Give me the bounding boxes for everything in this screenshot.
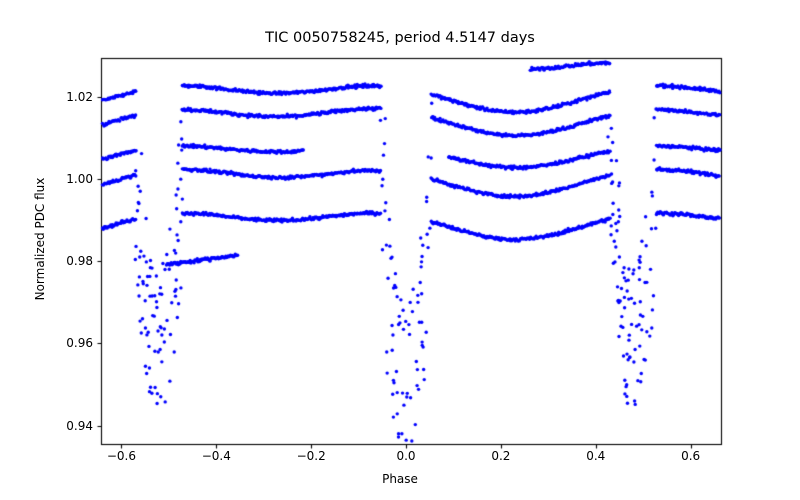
x-tick-label: 0.4 [586, 449, 606, 463]
x-tick-label: 0.0 [396, 449, 416, 463]
x-tick-label: −0.4 [201, 449, 231, 463]
y-tick-label: 0.96 [66, 336, 93, 351]
y-tick-label: 0.94 [66, 418, 93, 433]
x-tick-label: −0.2 [296, 449, 326, 463]
x-axis-label: Phase [382, 472, 418, 486]
x-tick-label: −0.6 [106, 449, 136, 463]
page-title: TIC 0050758245, period 4.5147 days [265, 30, 535, 46]
y-tick-label: 1.02 [66, 90, 93, 104]
y-axis-label: Normalized PDC flux [33, 177, 47, 301]
x-tick-label: 0.6 [681, 449, 701, 463]
y-tick-label: 0.98 [66, 254, 93, 269]
y-tick-label: 1.00 [66, 172, 93, 187]
x-tick-label: 0.2 [491, 449, 511, 463]
